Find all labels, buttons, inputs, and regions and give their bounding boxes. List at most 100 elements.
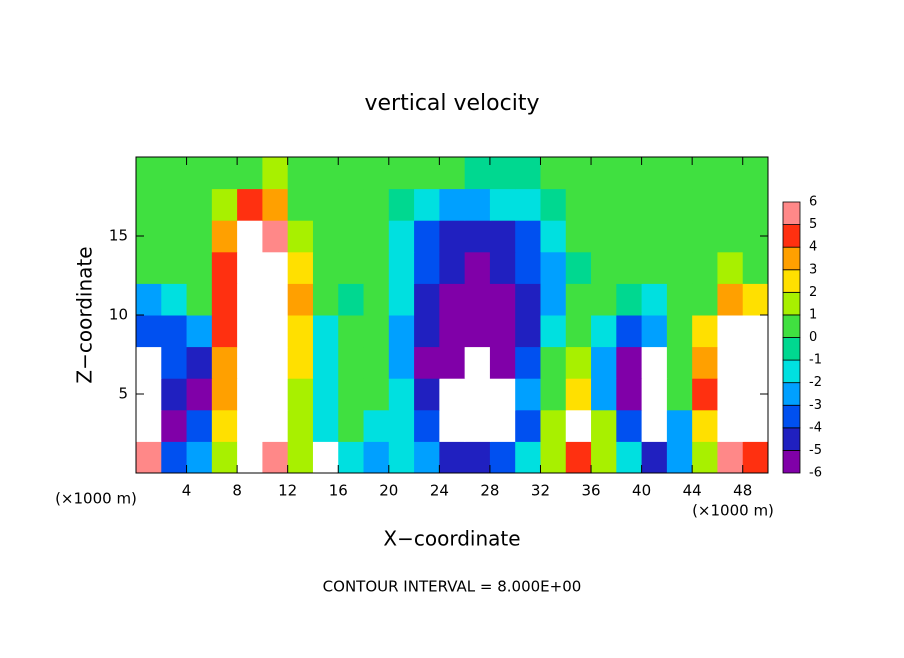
heat-cell bbox=[237, 188, 263, 221]
x-tick-label: 12 bbox=[278, 482, 297, 500]
heat-cell bbox=[565, 315, 592, 348]
heat-cell bbox=[692, 157, 718, 190]
heat-cell bbox=[666, 346, 693, 379]
heat-cell bbox=[616, 188, 643, 221]
heat-cell bbox=[489, 441, 516, 474]
heat-cell bbox=[161, 251, 188, 284]
heat-cell bbox=[692, 409, 718, 442]
heat-cell bbox=[439, 409, 466, 442]
heat-cell bbox=[338, 441, 365, 474]
x-tick-label: 28 bbox=[480, 482, 499, 500]
heat-cell bbox=[287, 157, 314, 190]
heat-cell bbox=[363, 315, 390, 348]
heat-cell bbox=[211, 220, 238, 253]
heat-cell bbox=[591, 220, 617, 253]
x-tick-label: 40 bbox=[632, 482, 651, 500]
heat-cell bbox=[312, 346, 339, 379]
x-tick-label: 24 bbox=[430, 482, 449, 500]
x-tick-label: 36 bbox=[581, 482, 600, 500]
heat-cell bbox=[262, 157, 289, 190]
heat-cell bbox=[388, 220, 415, 253]
heat-cell bbox=[161, 441, 188, 474]
heat-cell bbox=[616, 283, 643, 316]
colorbar-label: -4 bbox=[809, 420, 822, 435]
heat-cell bbox=[211, 188, 238, 221]
heat-cell bbox=[237, 315, 263, 348]
heat-cell bbox=[388, 441, 415, 474]
heat-cell bbox=[287, 409, 314, 442]
heat-cell bbox=[237, 220, 263, 253]
heat-cell bbox=[641, 157, 668, 190]
heat-cell bbox=[717, 409, 744, 442]
heat-cell bbox=[742, 251, 769, 284]
heat-cell bbox=[136, 441, 162, 474]
heat-cell bbox=[742, 315, 769, 348]
heat-cell bbox=[338, 409, 365, 442]
heat-cell bbox=[211, 409, 238, 442]
heat-cell bbox=[237, 157, 263, 190]
heat-cell bbox=[641, 283, 668, 316]
heat-cell bbox=[211, 441, 238, 474]
heat-cell bbox=[262, 220, 289, 253]
heat-cell bbox=[363, 346, 390, 379]
heat-cell bbox=[363, 409, 390, 442]
heat-cell bbox=[211, 157, 238, 190]
heat-cell bbox=[287, 441, 314, 474]
heat-cell bbox=[161, 315, 188, 348]
heat-cell bbox=[388, 188, 415, 221]
heat-cell bbox=[489, 409, 516, 442]
heat-cell bbox=[591, 283, 617, 316]
y-tick-label: 10 bbox=[109, 306, 128, 324]
colorbar-segment bbox=[782, 224, 801, 248]
heat-cell bbox=[515, 220, 541, 253]
heat-cell bbox=[616, 251, 643, 284]
heat-cell bbox=[237, 378, 263, 411]
heat-cell bbox=[540, 220, 567, 253]
colorbar-segment bbox=[782, 427, 801, 451]
heat-cell bbox=[338, 346, 365, 379]
heat-cell bbox=[666, 315, 693, 348]
heat-cell bbox=[312, 157, 339, 190]
colorbar-label: -1 bbox=[809, 353, 822, 368]
heat-cell bbox=[717, 157, 744, 190]
heat-cell bbox=[414, 409, 440, 442]
heat-cell bbox=[414, 251, 440, 284]
heat-cell bbox=[489, 220, 516, 253]
heat-cell bbox=[591, 409, 617, 442]
heat-cell bbox=[692, 220, 718, 253]
heat-cell bbox=[464, 378, 491, 411]
x-unit-label: (×1000 m) bbox=[55, 490, 137, 508]
heat-cell bbox=[237, 283, 263, 316]
colorbar-segment bbox=[782, 246, 801, 271]
heat-cell bbox=[363, 378, 390, 411]
heat-cell bbox=[363, 220, 390, 253]
chart-title: vertical velocity bbox=[364, 91, 539, 116]
heat-cell bbox=[540, 409, 567, 442]
heat-cell bbox=[287, 251, 314, 284]
heat-cell bbox=[540, 441, 567, 474]
y-tick-label: 5 bbox=[118, 385, 128, 403]
heat-cell bbox=[439, 220, 466, 253]
heat-cell bbox=[136, 283, 162, 316]
heat-cell bbox=[464, 441, 491, 474]
heat-cell bbox=[186, 283, 213, 316]
heat-cell bbox=[641, 188, 668, 221]
heat-cell bbox=[742, 409, 769, 442]
heat-cell bbox=[439, 346, 466, 379]
heat-cell bbox=[565, 157, 592, 190]
heat-cell bbox=[666, 157, 693, 190]
heat-cell bbox=[641, 251, 668, 284]
heat-cell bbox=[262, 251, 289, 284]
heat-cell bbox=[742, 441, 769, 474]
heat-cell bbox=[161, 220, 188, 253]
heat-cell bbox=[641, 409, 668, 442]
heat-cell bbox=[515, 315, 541, 348]
heat-cell bbox=[540, 378, 567, 411]
heat-cell bbox=[414, 220, 440, 253]
colorbar-label: -6 bbox=[809, 466, 822, 481]
x-axis-label: X−coordinate bbox=[383, 527, 520, 551]
heat-cell bbox=[565, 441, 592, 474]
heat-cell bbox=[540, 283, 567, 316]
heat-cell bbox=[717, 378, 744, 411]
colorbar-label: 4 bbox=[809, 240, 817, 255]
